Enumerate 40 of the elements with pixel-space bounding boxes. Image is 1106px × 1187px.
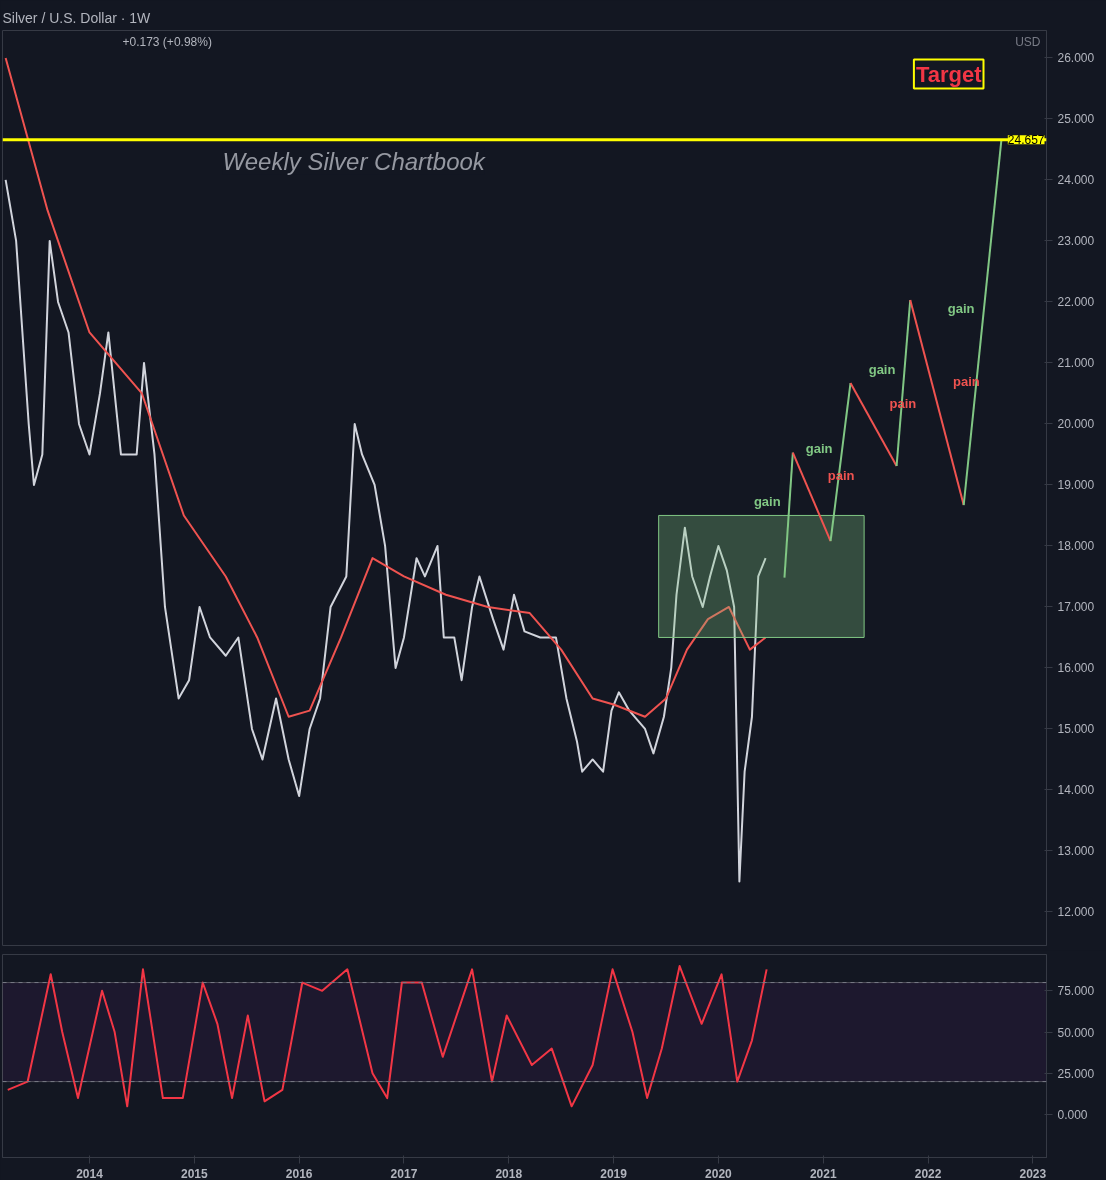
x-tick-label: 2014 xyxy=(76,1166,104,1181)
y-tick-label: 22.000 xyxy=(1057,295,1095,310)
annotation: gain xyxy=(868,362,896,378)
y-tick-label: 14.000 xyxy=(1057,783,1095,798)
x-tick-label: 2016 xyxy=(285,1166,313,1181)
annotation: gain xyxy=(805,441,833,457)
x-tick-label: 2021 xyxy=(809,1166,837,1181)
y-tick-label: 20.000 xyxy=(1057,417,1095,432)
line-series xyxy=(6,965,768,1108)
y-tick-label: 26.000 xyxy=(1057,51,1095,66)
y-tick-label: 21.000 xyxy=(1057,356,1095,371)
annotation: gain xyxy=(753,494,781,510)
y-tick-label: 25.000 xyxy=(1057,1066,1095,1081)
x-tick-label: 2022 xyxy=(914,1166,942,1181)
y-tick-label: 0.000 xyxy=(1057,1108,1088,1123)
annotation: Target xyxy=(915,61,983,87)
y-tick-label: 25.000 xyxy=(1057,112,1095,127)
y-tick-label: 17.000 xyxy=(1057,600,1095,615)
annotation: gain xyxy=(947,301,975,317)
y-tick-label: 23.000 xyxy=(1057,234,1095,249)
ref-line-label: 24.657 xyxy=(1007,133,1045,148)
y-tick-label: 16.000 xyxy=(1057,661,1095,676)
y-tick-label: 24.000 xyxy=(1057,173,1095,188)
annotation: +0.173 (+0.98%) xyxy=(122,34,212,49)
chart-title: Silver / U.S. Dollar · 1W xyxy=(2,9,152,26)
annotation: USD xyxy=(1015,34,1041,49)
x-tick-label: 2015 xyxy=(180,1166,208,1181)
x-tick-label: 2017 xyxy=(390,1166,418,1181)
y-tick-label: 18.000 xyxy=(1057,539,1095,554)
y-tick-label: 19.000 xyxy=(1057,478,1095,493)
y-tick-label: 12.000 xyxy=(1057,905,1095,920)
annotation: Weekly Silver Chartbook xyxy=(222,147,487,175)
y-tick-label: 15.000 xyxy=(1057,722,1095,737)
y-tick-label: 75.000 xyxy=(1057,984,1095,999)
x-tick-label: 2019 xyxy=(600,1166,628,1181)
x-tick-label: 2020 xyxy=(705,1166,733,1181)
x-tick-label: 2023 xyxy=(1019,1166,1047,1181)
y-tick-label: 50.000 xyxy=(1057,1025,1095,1040)
x-tick-label: 2018 xyxy=(495,1166,523,1181)
y-tick-label: 13.000 xyxy=(1057,844,1095,859)
